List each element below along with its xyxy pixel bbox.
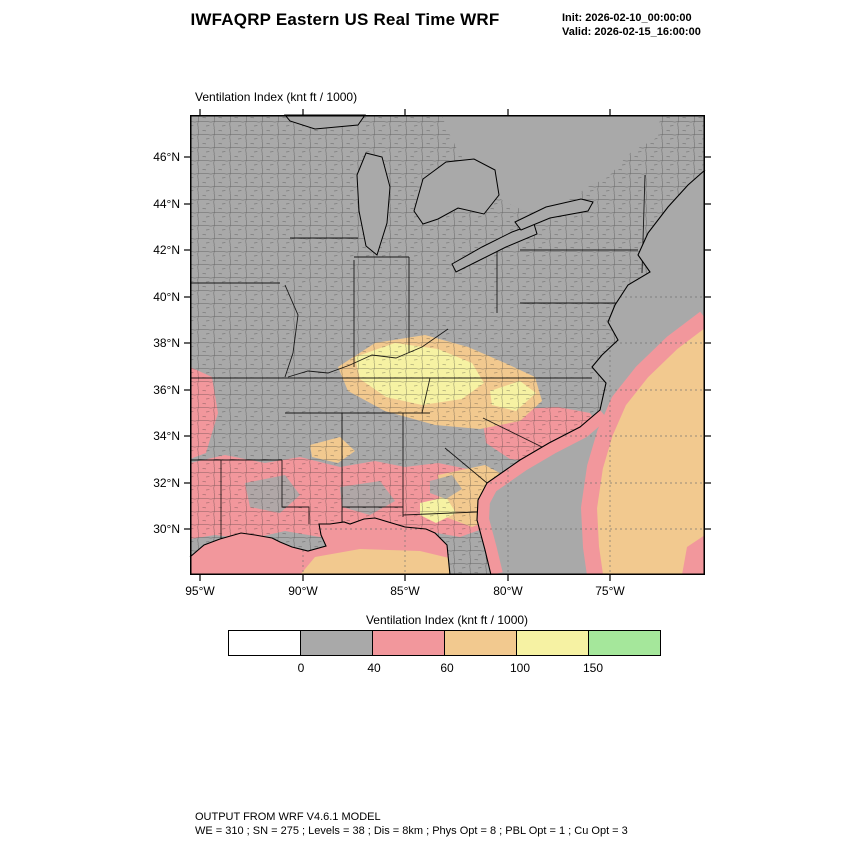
axis-ticks xyxy=(184,109,711,581)
y-tick-32n: 32°N xyxy=(153,476,180,490)
state-borders xyxy=(190,174,646,543)
footer-config-line: WE = 310 ; SN = 275 ; Levels = 38 ; Dis … xyxy=(195,825,628,837)
colorbar xyxy=(228,630,661,656)
x-tick-90w: 90°W xyxy=(288,584,318,598)
coastline xyxy=(189,169,706,576)
map-field-label: Ventilation Index (knt ft / 1000) xyxy=(195,90,358,104)
map-frame xyxy=(190,115,705,575)
y-tick-34n: 34°N xyxy=(153,429,180,443)
y-tick-42n: 42°N xyxy=(153,243,180,257)
colorbar-tick-150: 150 xyxy=(582,661,604,675)
colorbar-cell xyxy=(444,630,517,656)
colorbar-tick-0: 0 xyxy=(297,661,305,675)
colorbar-cell xyxy=(516,630,589,656)
x-tick-95w: 95°W xyxy=(185,584,215,598)
y-tick-40n: 40°N xyxy=(153,290,180,304)
lake-michigan xyxy=(356,152,391,256)
y-tick-44n: 44°N xyxy=(153,197,180,211)
x-tick-80w: 80°W xyxy=(493,584,523,598)
colorbar-tick-60: 60 xyxy=(440,661,454,675)
lake-ontario xyxy=(514,198,594,231)
colorbar-tick-100: 100 xyxy=(509,661,531,675)
footer-model-line: OUTPUT FROM WRF V4.6.1 MODEL xyxy=(195,811,381,823)
y-tick-38n: 38°N xyxy=(153,336,180,350)
colorbar-label: Ventilation Index (knt ft / 1000) xyxy=(365,613,529,627)
y-tick-46n: 46°N xyxy=(153,150,180,164)
init-time: Init: 2026-02-10_00:00:00 xyxy=(562,12,692,24)
colorbar-tick-40: 40 xyxy=(367,661,381,675)
page-title: IWFAQRP Eastern US Real Time WRF xyxy=(190,10,500,29)
valid-time: Valid: 2026-02-15_16:00:00 xyxy=(562,26,701,38)
lake-huron xyxy=(413,158,500,225)
ventilation-index-map xyxy=(184,109,711,581)
colorbar-cell xyxy=(228,630,301,656)
colorbar-cell xyxy=(588,630,661,656)
x-tick-75w: 75°W xyxy=(595,584,625,598)
great-lakes xyxy=(356,152,594,273)
x-tick-85w: 85°W xyxy=(390,584,420,598)
colorbar-cell xyxy=(300,630,373,656)
lake-erie xyxy=(451,223,538,273)
map-canvas xyxy=(184,109,711,581)
y-tick-36n: 36°N xyxy=(153,383,180,397)
county-outlines xyxy=(190,115,705,575)
ocean-vi-shading xyxy=(190,170,705,575)
y-tick-30n: 30°N xyxy=(153,522,180,536)
colorbar-cell xyxy=(372,630,445,656)
